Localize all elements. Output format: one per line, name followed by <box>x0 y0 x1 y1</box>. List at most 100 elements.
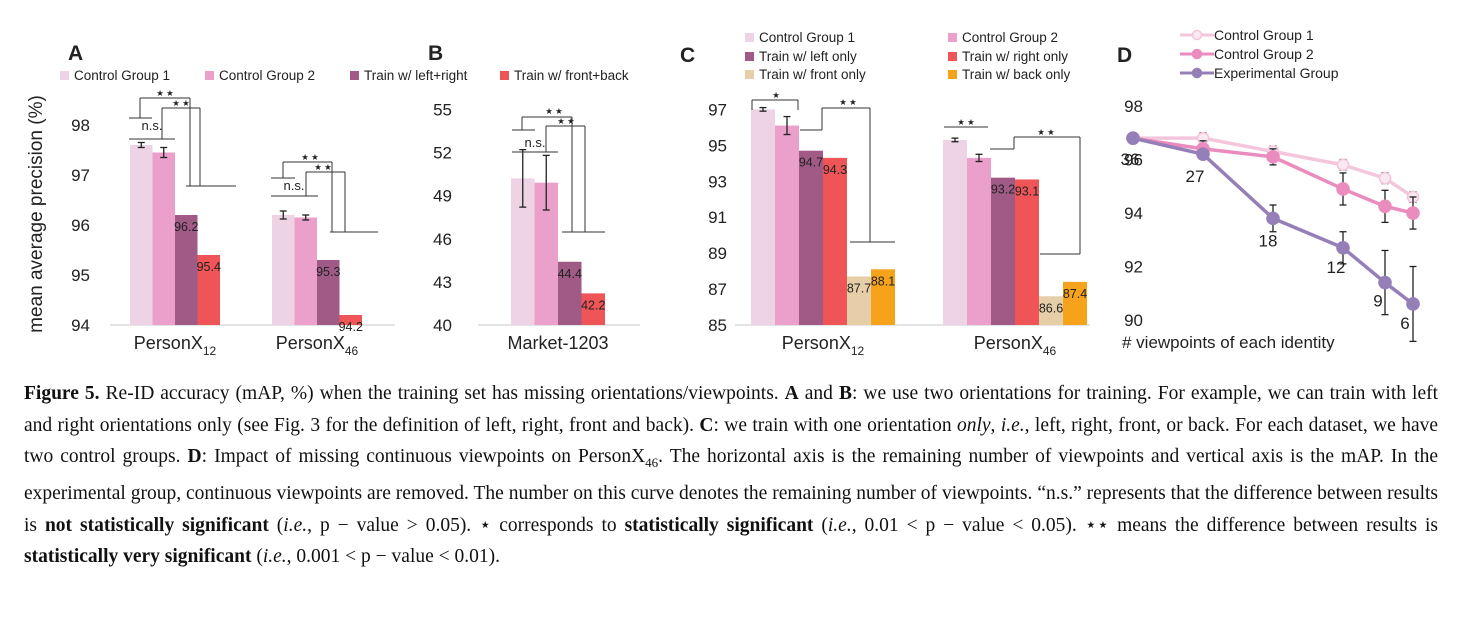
caption-italic: i.e. <box>283 514 308 536</box>
significance-stars: ★ ★ <box>156 88 174 98</box>
y-tick-label: 52 <box>433 144 452 163</box>
bar <box>1015 179 1039 325</box>
y-tick-label: 46 <box>433 230 452 249</box>
y-tick-label: 98 <box>71 116 90 135</box>
legend-label: Train w/ front+back <box>514 68 629 83</box>
bar <box>317 260 340 325</box>
data-label: 88.1 <box>871 274 895 288</box>
x-category-subscript: 12 <box>203 344 217 358</box>
data-label: 94.2 <box>339 320 363 334</box>
x-category-label: PersonX46 <box>974 333 1057 358</box>
bar <box>152 152 175 325</box>
caption-bold: statistically significant <box>624 514 814 536</box>
x-category-name: PersonX <box>782 333 851 353</box>
data-point <box>1406 297 1420 311</box>
data-point <box>1196 147 1210 161</box>
data-label: 87.4 <box>1063 287 1087 301</box>
bar <box>847 276 871 325</box>
caption-subscript: 46 <box>645 454 659 470</box>
bar <box>967 157 991 325</box>
data-label: 93.2 <box>991 183 1015 197</box>
bar <box>175 215 198 325</box>
y-tick-label: 89 <box>708 244 727 263</box>
bar <box>511 178 535 325</box>
figure-5: A Control Group 1 Control Group 2 Train w/ … <box>26 27 1420 358</box>
data-label: 42.2 <box>581 298 605 312</box>
caption-text: ( <box>813 514 828 536</box>
legend-label: Train w/ back only <box>962 67 1071 82</box>
y-tick-label: 98 <box>1124 97 1143 116</box>
panel-letter: B <box>428 42 443 65</box>
legend-marker <box>1191 29 1203 41</box>
panel-letter: A <box>68 42 83 65</box>
legend-label: Control Group 2 <box>219 68 315 83</box>
legend-swatch <box>745 70 754 79</box>
y-tick-label: 97 <box>708 100 727 119</box>
significance-stars: ★ ★ <box>301 152 319 162</box>
data-label: 94.7 <box>799 156 823 170</box>
legend-label: Train w/ left+right <box>364 68 468 83</box>
y-tick-label: 93 <box>708 172 727 191</box>
bar <box>558 261 582 325</box>
caption-text: , 0.01 < p − value < 0.05). ⋆⋆ means the… <box>851 514 1438 536</box>
x-category-label: Market-1203 <box>507 333 608 353</box>
sig-ns-label: n.s. <box>525 135 546 150</box>
significance-stars: ★ ★ <box>1037 127 1055 137</box>
y-tick-label: 94 <box>71 316 90 335</box>
point-label: 36 <box>1121 150 1140 169</box>
significance-stars: ★ ★ <box>839 97 857 107</box>
data-point <box>1378 199 1392 214</box>
data-label: 93.1 <box>1015 184 1039 198</box>
y-tick-label: 96 <box>1124 151 1143 170</box>
legend-label: Experimental Group <box>1214 65 1339 81</box>
caption-text: , p − value > 0.05). ⋆ corresponds to <box>307 514 625 536</box>
caption-text: : Impact of missing continuous viewpoint… <box>201 446 646 467</box>
data-point <box>1336 240 1350 255</box>
x-category-name: Market-1203 <box>507 333 608 353</box>
data-label: 44.4 <box>558 267 582 281</box>
panel-d: D Control Group 1 Control Group 2 Experimen… <box>1117 27 1420 352</box>
y-tick-label: 94 <box>1124 204 1143 223</box>
bar <box>272 215 295 325</box>
caption-italic: i.e. <box>262 546 287 568</box>
legend-label: Train w/ left only <box>759 49 857 64</box>
data-label: 95.3 <box>316 265 340 279</box>
y-tick-label: 40 <box>433 316 452 335</box>
figure-caption: Figure 5. Re-ID accuracy (mAP, %) when t… <box>24 378 1438 573</box>
y-tick-label: 91 <box>708 208 727 227</box>
legend-swatch <box>500 71 509 80</box>
panel-b: B 40 43 46 49 52 55 44.4 42.2 Market-1203 n.s. ★ ★★… <box>428 42 640 353</box>
bar <box>799 150 823 325</box>
y-tick-label: 85 <box>708 316 727 335</box>
y-tick-label: 90 <box>1124 311 1143 330</box>
y-tick-label: 49 <box>433 187 452 206</box>
y-tick-label: 92 <box>1124 258 1143 277</box>
bar <box>197 255 220 325</box>
data-point <box>1406 206 1420 220</box>
data-label: 96.2 <box>174 220 198 234</box>
bar <box>1063 281 1087 325</box>
data-point <box>1378 171 1392 185</box>
caption-text: : we train with one orientation <box>713 414 957 436</box>
data-label: 87.7 <box>847 281 871 295</box>
bar <box>1039 296 1063 325</box>
caption-figure-label: Figure 5. <box>24 383 100 404</box>
x-category-subscript: 12 <box>851 344 865 358</box>
legend-label: Control Group 2 <box>1214 46 1314 62</box>
x-category-name: PersonX <box>974 333 1043 353</box>
data-label: 95.4 <box>197 260 221 274</box>
x-category-name: PersonX <box>276 333 345 353</box>
legend-swatch <box>745 52 754 61</box>
legend-swatch <box>948 70 957 79</box>
caption-bold: C <box>699 414 714 436</box>
caption-bold: statistically very significant <box>24 546 252 568</box>
caption-italic: only <box>956 414 991 436</box>
point-label: 27 <box>1186 167 1205 186</box>
legend-label: Control Group 1 <box>1214 27 1314 43</box>
data-point <box>1266 211 1280 226</box>
bar <box>130 145 153 325</box>
x-category-name: PersonX <box>134 333 203 353</box>
bar <box>581 293 605 325</box>
caption-text: ( <box>251 546 263 568</box>
legend-swatch <box>948 33 957 42</box>
